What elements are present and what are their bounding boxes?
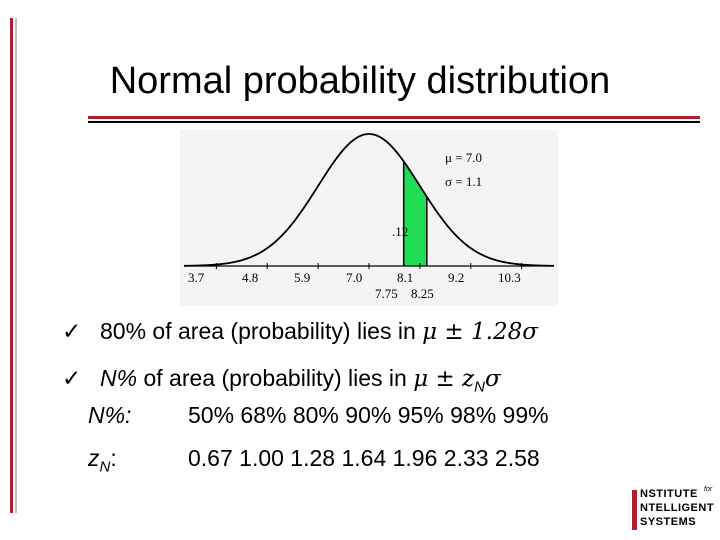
table-row-2-label: zN: — [88, 445, 117, 476]
bullet-2: N% of area (probability) lies in μ ± zNσ — [100, 365, 501, 396]
logo-line-1: NSTITUTE — [640, 488, 698, 500]
bullet-2-math-sub: N — [474, 378, 485, 396]
bullet-1-math: μ ± 1.28σ — [422, 319, 538, 345]
sigma-parameter: σ = 1.1 — [445, 174, 482, 189]
bound-label-lower: 7.75 — [375, 286, 398, 301]
bullet-2-check: ✓ — [62, 365, 82, 391]
area-label: .12 — [392, 224, 408, 239]
zn-label-sub: N — [99, 458, 111, 476]
bullet-2-prefix: N% — [100, 365, 138, 391]
mu-parameter: μ = 7.0 — [445, 150, 482, 165]
logo-line-2: NTELLIGENT — [640, 502, 715, 514]
normal-curve — [183, 133, 555, 267]
tick-label-4-8: 4.8 — [242, 270, 258, 285]
bullet-2-text: of area (probability) lies in — [137, 365, 414, 391]
left-accent-bar-gray — [15, 18, 17, 513]
tick-label-7-0: 7.0 — [346, 270, 362, 285]
tick-label-3-7: 3.7 — [188, 270, 205, 285]
title-rule-red — [88, 116, 700, 119]
bullet-1: 80% of area (probability) lies in μ ± 1.… — [100, 318, 538, 345]
normal-curve-svg: 3.7 4.8 5.9 7.0 8.1 9.2 10.3 7.75 8.25 μ… — [183, 133, 555, 301]
left-accent-bar-red — [10, 18, 13, 513]
bound-label-upper: 8.25 — [411, 286, 434, 301]
bullet-1-check: ✓ — [62, 318, 82, 344]
slide-title: Normal probability distribution — [109, 60, 611, 102]
normal-distribution-figure: 3.7 4.8 5.9 7.0 8.1 9.2 10.3 7.75 8.25 μ… — [180, 130, 558, 306]
table-row-1-values: 50% 68% 80% 90% 95% 98% 99% — [188, 402, 549, 428]
bullet-1-text: 80% of area (probability) lies in — [100, 318, 423, 344]
shaded-area — [403, 161, 427, 266]
tick-label-5-9: 5.9 — [294, 270, 310, 285]
bullet-2-math-pre: μ ± z — [413, 366, 475, 392]
institute-logo: NSTITUTE for NTELLIGENT SYSTEMS — [628, 486, 718, 532]
logo-for: for — [704, 486, 713, 493]
title-area: Normal probability distribution — [0, 60, 720, 103]
tick-label-9-2: 9.2 — [448, 270, 464, 285]
tick-label-10-3: 10.3 — [498, 270, 521, 285]
tick-label-8-1: 8.1 — [397, 270, 413, 285]
title-rule-black — [88, 121, 700, 123]
zn-label-colon: : — [110, 445, 117, 471]
zn-label-main: z — [88, 445, 100, 471]
logo-line-3: SYSTEMS — [640, 516, 697, 528]
table-row-1-label: N%: — [88, 402, 132, 428]
logo-red-bar — [632, 490, 637, 530]
bullet-2-math-post: σ — [485, 366, 501, 392]
table-row-2-values: 0.67 1.00 1.28 1.64 1.96 2.33 2.58 — [188, 445, 540, 471]
x-axis-tickmarks — [215, 263, 523, 269]
